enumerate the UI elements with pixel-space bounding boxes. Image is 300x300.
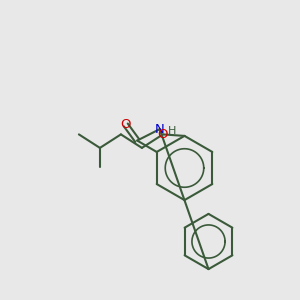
Text: H: H bbox=[168, 126, 176, 136]
Text: N: N bbox=[155, 123, 165, 136]
Text: O: O bbox=[121, 118, 131, 131]
Text: O: O bbox=[158, 128, 168, 141]
